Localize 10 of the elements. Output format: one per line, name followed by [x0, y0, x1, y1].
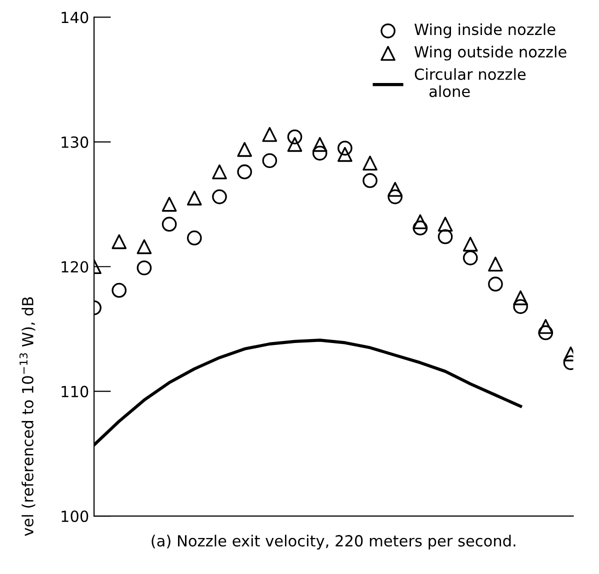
legend-label: Wing outside nozzle — [414, 46, 566, 61]
x-axis-title: (a) Nozzle exit velocity, 220 meters per second. — [152, 534, 516, 550]
y-axis-title: vel (referenced to 10$^{−13}$ W), dB — [19, 297, 36, 536]
legend-label: Wing inside nozzle — [414, 23, 556, 38]
legend-label: Circular nozzle alone — [414, 68, 526, 98]
y-tick-label: 110 — [62, 386, 88, 398]
y-tick-label: 120 — [62, 261, 88, 273]
y-tick-label: 140 — [62, 12, 88, 24]
y-tick-label: 100 — [62, 510, 88, 522]
y-tick-label: 130 — [62, 136, 88, 148]
